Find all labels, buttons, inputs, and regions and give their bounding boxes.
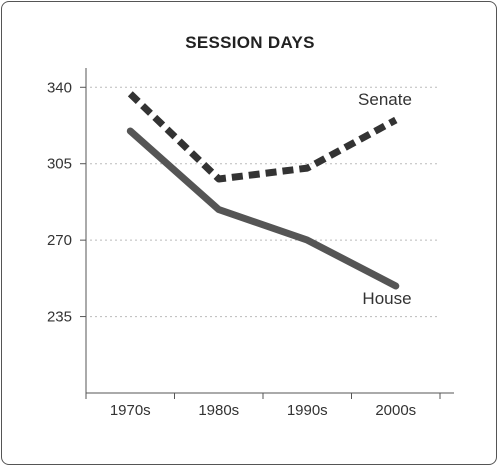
y-tick-label: 270 — [47, 232, 72, 249]
y-axis-ticks: 235 270 305 340 — [47, 79, 72, 325]
axes — [80, 68, 454, 399]
x-tick-label: 2000s — [375, 402, 416, 419]
y-tick-label: 235 — [47, 309, 72, 326]
series-label-senate: Senate — [358, 90, 412, 109]
x-tick-label: 1990s — [287, 402, 328, 419]
y-tick-label: 340 — [47, 79, 72, 96]
y-tick-label: 305 — [47, 156, 72, 173]
series-lines — [130, 94, 396, 286]
x-tick-label: 1980s — [198, 402, 239, 419]
x-axis-ticks: 1970s 1980s 1990s 2000s — [110, 402, 416, 419]
series-labels: Senate House — [358, 90, 412, 308]
series-line-house — [130, 131, 396, 286]
x-tick-label: 1970s — [110, 402, 151, 419]
series-label-house: House — [362, 289, 411, 308]
